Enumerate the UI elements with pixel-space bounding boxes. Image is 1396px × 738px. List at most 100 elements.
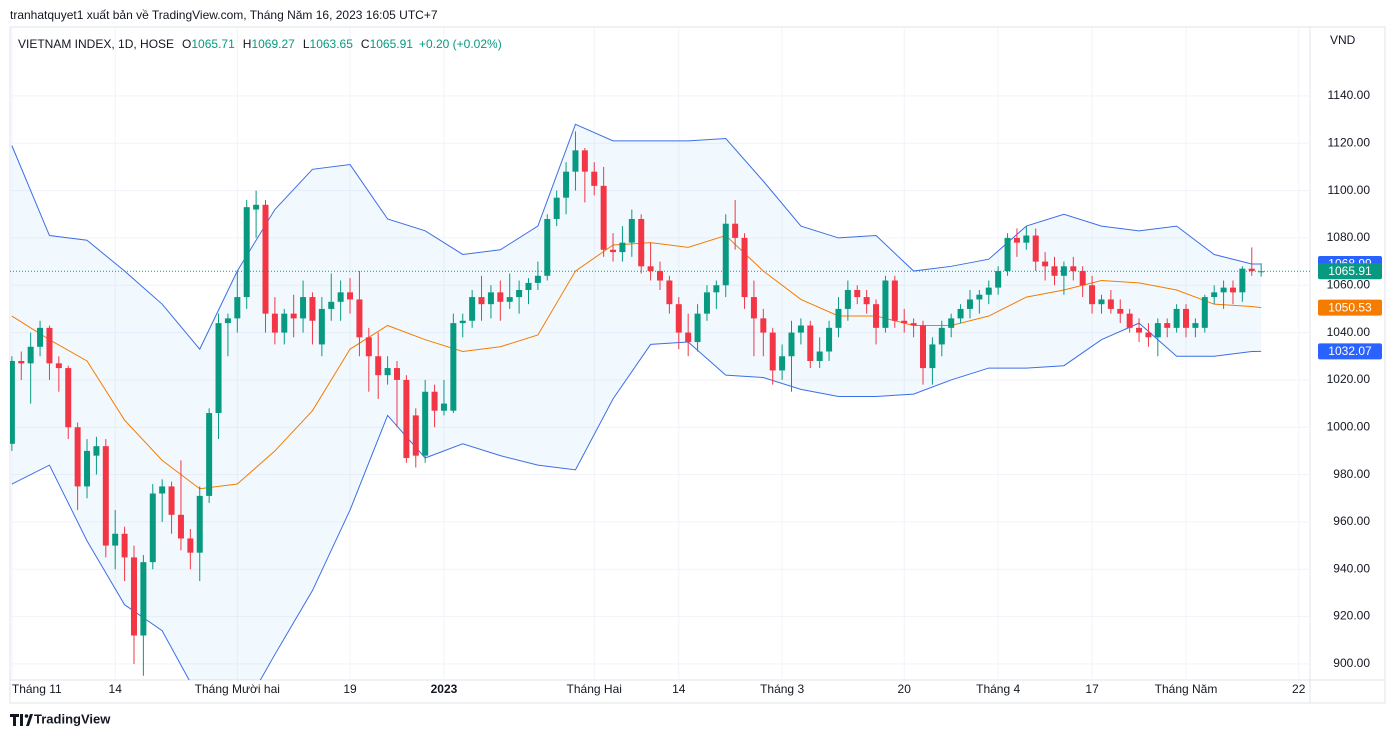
- candle-body: [929, 344, 936, 369]
- candle-body: [347, 292, 354, 300]
- last-price-label: 1065.91: [1328, 264, 1372, 278]
- band-price-label-bg: [1318, 343, 1382, 360]
- candle-body: [140, 562, 147, 636]
- symbol: VIETNAM INDEX, 1D, HOSE: [18, 37, 174, 51]
- candle-body: [1126, 313, 1133, 328]
- candle-body: [27, 346, 34, 364]
- candle-body: [469, 297, 476, 321]
- candle-body: [234, 297, 241, 319]
- candle-body: [300, 297, 307, 319]
- x-tick-label: 17: [1085, 682, 1099, 696]
- candle-body: [1042, 261, 1049, 267]
- candle-body: [882, 280, 889, 328]
- candle-body: [393, 368, 400, 380]
- logo: [10, 714, 33, 726]
- candle-body: [966, 299, 973, 309]
- candle-body: [769, 332, 776, 371]
- candle-body: [628, 218, 635, 243]
- publisher: tranhatquyet1 xuất bản về TradingView.co…: [10, 8, 438, 22]
- candle-body: [506, 297, 513, 302]
- candle-body: [1173, 308, 1180, 328]
- legend-header: VIETNAM INDEX, 1D, HOSE O1065.71 H1069.27 L…: [18, 37, 502, 51]
- candle-body: [65, 368, 72, 428]
- candle-body: [1164, 323, 1171, 328]
- y-tick-label: 1020.00: [1327, 372, 1371, 386]
- candle-body: [779, 356, 786, 371]
- candle-body: [309, 297, 316, 321]
- brand: TradingView: [34, 711, 111, 726]
- y-tick-label: 1000.00: [1327, 419, 1371, 433]
- candle-body: [478, 297, 485, 305]
- x-tick-label: Tháng Hai: [567, 682, 622, 696]
- candle-body: [985, 287, 992, 295]
- candle-body: [619, 242, 626, 253]
- high: 1069.27: [251, 37, 295, 51]
- candle-body: [440, 403, 447, 411]
- y-tick-label: 1100.00: [1328, 183, 1371, 197]
- candle-body: [196, 495, 203, 553]
- candle-body: [431, 391, 438, 411]
- candle-body: [55, 363, 62, 369]
- x-tick-label: 20: [898, 682, 912, 696]
- candle-body: [873, 304, 880, 328]
- candle-body: [957, 308, 964, 319]
- candle-body: [450, 323, 457, 411]
- candle-body: [910, 323, 917, 326]
- candle-body: [187, 538, 194, 553]
- candle-body: [422, 391, 429, 456]
- candle-body: [93, 446, 100, 456]
- candle-body: [713, 285, 720, 293]
- candle-body: [262, 204, 269, 314]
- candle-body: [516, 289, 523, 298]
- x-tick-label: 22: [1292, 682, 1306, 696]
- candle-body: [844, 289, 851, 309]
- candle-body: [168, 486, 175, 515]
- candle-body: [1154, 323, 1161, 338]
- low: 1063.65: [310, 37, 354, 51]
- candle-body: [337, 292, 344, 302]
- x-tick-label: Tháng 4: [976, 682, 1020, 696]
- band-line: [11, 123, 1262, 351]
- candle-body: [1089, 285, 1096, 305]
- band-line: [11, 322, 1262, 680]
- x-tick-label: Tháng Mười hai: [195, 682, 280, 696]
- currency: VND: [1330, 33, 1356, 47]
- candle-body: [1192, 323, 1199, 328]
- candle-body: [544, 218, 551, 276]
- last-price-label-bg: [1318, 263, 1382, 280]
- candle-body: [1107, 299, 1114, 309]
- candle-body: [271, 313, 278, 333]
- candle-body: [1023, 235, 1030, 243]
- candle-body: [741, 237, 748, 298]
- candle-body: [891, 280, 898, 321]
- open: 1065.71: [191, 37, 235, 51]
- candle-body: [938, 327, 945, 345]
- candle-body: [732, 223, 739, 238]
- candle-body: [694, 313, 701, 343]
- candle-body: [581, 150, 588, 172]
- candle-body: [130, 557, 137, 636]
- candle-body: [328, 301, 335, 309]
- candle-body: [243, 207, 250, 298]
- candle-body: [750, 297, 757, 319]
- candle-body: [638, 218, 645, 267]
- band-price-label-bg: [1318, 299, 1382, 316]
- grid: [10, 28, 1310, 680]
- candle-body: [722, 223, 729, 286]
- candle-body: [1229, 287, 1236, 293]
- candle-body: [281, 313, 288, 333]
- candle-body: [253, 204, 260, 210]
- candle-body: [384, 368, 391, 376]
- h-letter: H: [243, 37, 252, 51]
- l-letter: L: [303, 37, 310, 51]
- change: +0.20 (+0.02%): [419, 37, 502, 51]
- candle-body: [290, 313, 297, 319]
- band-line: [11, 234, 1262, 490]
- candle-body: [995, 271, 1002, 288]
- y-tick-label: 1040.00: [1327, 325, 1371, 339]
- y-tick-label: 1140.00: [1328, 88, 1371, 102]
- candle-body: [365, 337, 372, 357]
- candle-body: [1032, 235, 1039, 262]
- candle-body: [74, 427, 81, 487]
